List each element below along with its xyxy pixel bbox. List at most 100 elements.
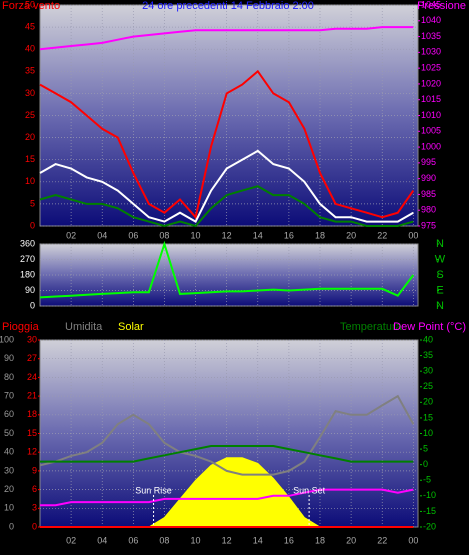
y-tick-label: 1020 (421, 78, 441, 88)
y-tick-label: -5 (423, 475, 431, 485)
legend-label: Temperatura (340, 321, 403, 333)
x-tick-label: 18 (315, 535, 325, 545)
axis-label: Pressione (417, 0, 466, 12)
y-tick-label: N (436, 300, 444, 312)
legend-label: Umidita (65, 321, 103, 333)
y-tick-label: 0 (9, 521, 14, 531)
y-tick-label: 20 (423, 397, 433, 407)
y-tick-label: 90 (4, 353, 14, 363)
y-tick-label: 985 (421, 189, 436, 199)
y-tick-label: 90 (25, 285, 35, 295)
x-tick-label: 16 (284, 230, 294, 240)
x-tick-label: 22 (377, 535, 387, 545)
x-tick-label: 02 (66, 535, 76, 545)
y-tick-label: 15 (25, 154, 35, 164)
y-tick-label: 24 (27, 372, 37, 382)
series-line (40, 488, 414, 507)
y-tick-label: 180 (20, 269, 35, 279)
y-tick-label: 12 (27, 447, 37, 457)
x-tick-label: 06 (128, 230, 138, 240)
y-tick-label: 50 (4, 428, 14, 438)
series-line (39, 240, 415, 299)
y-tick-label: 50 (25, 0, 35, 9)
y-tick-label: 1010 (421, 110, 441, 120)
x-tick-label: 14 (253, 230, 263, 240)
y-tick-label: 990 (421, 173, 436, 183)
y-tick-label: 15 (423, 412, 433, 422)
annotation-label: Sun Set (293, 485, 326, 495)
y-tick-label: 5 (423, 443, 428, 453)
series-line (39, 394, 415, 476)
x-tick-label: 08 (159, 535, 169, 545)
y-tick-label: 10 (423, 428, 433, 438)
x-tick-label: 10 (191, 230, 201, 240)
y-tick-label: 30 (4, 465, 14, 475)
legend-label: Pioggia (2, 321, 40, 333)
y-tick-label: 0 (30, 220, 35, 230)
y-tick-label: 5 (30, 198, 35, 208)
legend-label: Dew Point (°C) (393, 321, 466, 333)
y-tick-label: 35 (25, 66, 35, 76)
series-line (39, 69, 415, 220)
y-tick-label: 9 (32, 465, 37, 475)
y-tick-label: 30 (27, 334, 37, 344)
y-tick-label: 21 (27, 390, 37, 400)
y-tick-label: 45 (25, 21, 35, 31)
x-tick-label: 10 (191, 535, 201, 545)
y-tick-label: E (436, 284, 443, 296)
x-tick-label: 04 (97, 230, 107, 240)
legend-label: Solar (118, 321, 144, 333)
y-tick-label: 1000 (421, 141, 441, 151)
y-tick-label: 80 (4, 372, 14, 382)
y-tick-label: 20 (4, 484, 14, 494)
y-tick-label: 15 (27, 428, 37, 438)
y-tick-label: 35 (423, 350, 433, 360)
y-tick-label: 20 (25, 132, 35, 142)
y-tick-label: 40 (423, 334, 433, 344)
x-tick-label: 04 (97, 535, 107, 545)
x-tick-label: 12 (222, 535, 232, 545)
y-tick-label: 25 (423, 381, 433, 391)
y-tick-label: 1005 (421, 126, 441, 136)
x-tick-label: 00 (408, 230, 418, 240)
y-tick-label: 3 (32, 503, 37, 513)
x-tick-label: 18 (315, 230, 325, 240)
y-tick-label: -20 (423, 521, 436, 531)
y-tick-label: 18 (27, 409, 37, 419)
y-tick-label: 270 (20, 254, 35, 264)
series-line (39, 26, 414, 51)
x-tick-label: 20 (346, 535, 356, 545)
y-tick-label: 1040 (421, 15, 441, 25)
y-tick-label: 25 (25, 110, 35, 120)
x-tick-label: 12 (222, 230, 232, 240)
y-tick-label: 0 (423, 459, 428, 469)
y-tick-label: 10 (25, 176, 35, 186)
x-tick-label: 22 (377, 230, 387, 240)
y-tick-label: 0 (32, 521, 37, 531)
y-tick-label: 975 (421, 220, 436, 230)
y-tick-label: 1025 (421, 63, 441, 73)
y-tick-label: 30 (25, 88, 35, 98)
x-tick-label: 08 (159, 230, 169, 240)
y-tick-label: -15 (423, 506, 436, 516)
y-tick-label: 10 (4, 503, 14, 513)
y-tick-label: 980 (421, 205, 436, 215)
annotation-label: Sun Rise (135, 485, 172, 495)
x-tick-label: 16 (284, 535, 294, 545)
axis-label: Forza vento (2, 0, 60, 12)
y-tick-label: W (435, 253, 446, 265)
y-tick-label: 27 (27, 353, 37, 363)
y-tick-label: 360 (20, 238, 35, 248)
series-line (39, 149, 414, 223)
y-tick-label: 6 (32, 484, 37, 494)
y-tick-label: 100 (0, 334, 14, 344)
x-tick-label: 02 (66, 230, 76, 240)
series-line (39, 185, 414, 228)
y-tick-label: 1035 (421, 31, 441, 41)
x-tick-label: 06 (128, 535, 138, 545)
y-tick-label: -10 (423, 490, 436, 500)
y-tick-label: N (436, 238, 444, 250)
y-tick-label: 995 (421, 157, 436, 167)
y-tick-label: 1015 (421, 94, 441, 104)
